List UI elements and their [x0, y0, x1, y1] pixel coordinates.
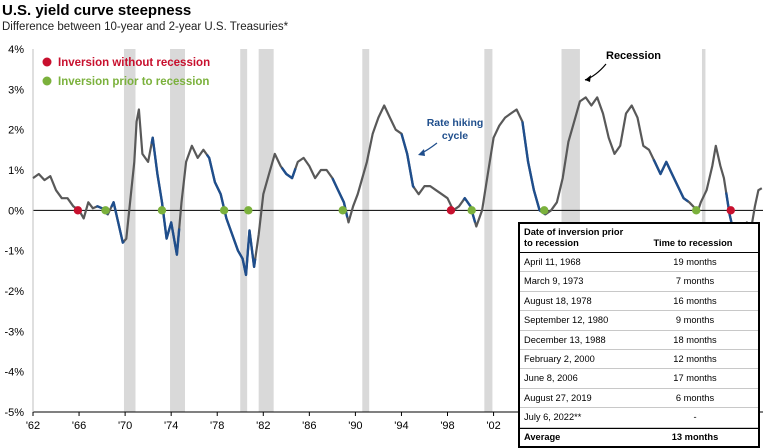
y-tick-label: -3%	[4, 326, 24, 338]
table-cell-time: 6 months	[675, 392, 715, 403]
inversion-marker	[692, 206, 701, 215]
table-cell-time: 12 months	[673, 353, 717, 364]
inversion-marker	[540, 206, 549, 215]
inversion-marker	[446, 206, 456, 215]
x-tick-label: '74	[164, 420, 178, 432]
inversion-marker	[244, 206, 253, 215]
rate-hiking-annotation-line1: Rate hiking	[427, 117, 484, 129]
recession-band	[362, 49, 370, 412]
y-tick-label: 1%	[8, 165, 24, 177]
chart-title: U.S. yield curve steepness	[2, 2, 192, 19]
x-tick-label: '82	[256, 420, 270, 432]
recession-band	[123, 49, 136, 412]
table-cell-time: 18 months	[673, 334, 717, 345]
y-tick-label: 3%	[8, 84, 24, 96]
rate-hiking-segment	[280, 166, 297, 180]
table-cell-date: September 12, 1980	[524, 315, 609, 326]
table-cell-date: April 11, 1968	[524, 257, 581, 267]
recession-band	[240, 49, 248, 412]
table-cell-time: 16 months	[673, 295, 717, 306]
rate-hiking-segment	[205, 153, 257, 277]
table-row: February 2, 2000 12 months	[520, 350, 758, 370]
rate-hiking-segment	[400, 133, 416, 189]
recession-band	[170, 49, 185, 412]
table-cell-date: December 13, 1988	[524, 334, 606, 345]
table-cell-time: 19 months	[673, 257, 717, 267]
inversion-marker	[467, 206, 476, 215]
inversion-marker	[726, 206, 735, 215]
x-tick-label: '70	[118, 420, 132, 432]
rate-hiking-arrow-head	[418, 149, 425, 156]
y-tick-label: 0%	[8, 205, 24, 217]
table-row: August 18, 1978 16 months	[520, 292, 758, 312]
y-tick-label: 4%	[8, 44, 24, 56]
inversion-marker	[157, 206, 167, 215]
table-cell-date: February 2, 2000	[524, 353, 595, 364]
annotations: Recession Rate hiking cycle	[418, 50, 661, 156]
table-row: December 13, 1988 18 months	[520, 331, 758, 350]
x-tick-label: '90	[348, 420, 362, 432]
x-tick-label: '78	[210, 420, 224, 432]
recession-band	[258, 49, 274, 412]
y-tick-label: -5%	[4, 407, 24, 419]
average-value: 13 months	[671, 431, 719, 442]
inversion-marker	[73, 206, 83, 215]
table-row: August 27, 2019 6 months	[520, 389, 758, 409]
table-cell-date: June 8, 2006	[524, 373, 578, 384]
legend-marker	[42, 57, 52, 67]
table-row: March 9, 1973 7 months	[520, 272, 758, 292]
y-tick-label: -2%	[4, 286, 24, 298]
table-row: April 11, 1968 19 months	[520, 253, 758, 273]
y-tick-label: 2%	[8, 125, 24, 137]
average-label: Average	[524, 431, 561, 442]
table-cell-time: -	[693, 412, 697, 423]
table-row: September 12, 1980 9 months	[520, 311, 758, 331]
rate-hiking-segment	[652, 158, 689, 203]
inversion-table: Date of inversion prior to recession Tim…	[518, 222, 760, 448]
table-cell-time: 9 months	[675, 315, 715, 326]
x-tick-label: '62	[26, 420, 40, 432]
legend: Inversion without recession Inversion pri…	[42, 57, 210, 88]
rate-hiking-segment	[110, 201, 125, 244]
legend-label: Inversion without recession	[58, 57, 210, 69]
x-tick-label: '86	[302, 420, 316, 432]
table-cell-date: March 9, 1973	[524, 276, 584, 287]
rate-hiking-annotation-line2: cycle	[442, 130, 468, 142]
inversion-marker	[338, 206, 347, 215]
table-header: Date of inversion prior to recession Tim…	[520, 224, 758, 253]
rate-hiking-segment	[521, 121, 547, 216]
table-header-date: Date of inversion prior to recession	[524, 227, 624, 248]
recession-arrow-head	[585, 75, 591, 82]
table-header-time: Time to recession	[653, 238, 733, 248]
inversion-marker	[219, 206, 229, 215]
y-tick-label: -1%	[4, 246, 24, 258]
chart-subtitle: Difference between 10-year and 2-year U.…	[2, 21, 289, 33]
x-tick-label: '98	[440, 420, 454, 432]
x-tick-label: '66	[72, 420, 86, 432]
inversion-marker	[101, 206, 110, 215]
table-row: June 8, 2006 17 months	[520, 369, 758, 389]
table-cell-date: August 27, 2019	[524, 392, 592, 403]
y-tick-label: -4%	[4, 367, 24, 379]
x-tick-label: '02	[486, 420, 500, 432]
table-cell-date: July 6, 2022**	[524, 412, 582, 423]
table-cell-time: 17 months	[673, 373, 717, 384]
recession-band	[484, 49, 493, 412]
table-body: April 11, 1968 19 months March 9, 1973 7 mo…	[520, 253, 758, 428]
y-axis: 4% 3% 2% 1% 0% -1% -2% -3% -4% -5%	[4, 44, 24, 419]
table-row: July 6, 2022** -	[520, 408, 758, 428]
x-tick-label: '94	[394, 420, 408, 432]
legend-label: Inversion prior to recession	[58, 76, 209, 88]
inversion-markers	[73, 206, 735, 215]
table-cell-date: August 18, 1978	[524, 295, 592, 306]
rate-hiking-segment	[150, 136, 181, 256]
legend-marker	[42, 76, 52, 86]
table-cell-time: 7 months	[675, 276, 715, 287]
recession-annotation: Recession	[606, 50, 661, 62]
